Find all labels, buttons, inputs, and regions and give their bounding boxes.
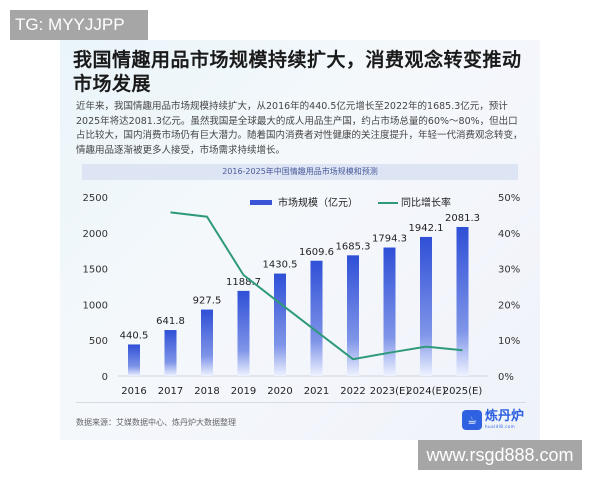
- right-tick-label: 0%: [498, 372, 514, 383]
- bar: [456, 226, 469, 376]
- x-tick-label: 2022: [340, 386, 365, 397]
- x-tick-label: 2017: [158, 386, 183, 397]
- bar-value-label: 1430.5: [263, 260, 298, 271]
- brand-logo: ☕ 炼丹炉 hualdl8.com: [462, 409, 524, 431]
- chart: 0 500 1000 1500 2000 2500 0% 10% 20% 30% 40% 50% 4…: [83, 193, 521, 397]
- bar: [310, 260, 323, 376]
- x-tick-label: 2023(E): [370, 386, 410, 397]
- x-tick-label: 2024(E): [406, 386, 446, 397]
- bar-value-label: 641.8: [156, 316, 185, 327]
- legend-bar-swatch: [250, 200, 272, 205]
- right-axis: 0% 10% 20% 30% 40% 50%: [498, 193, 520, 383]
- bar: [420, 236, 432, 376]
- bar-value-label: 2081.3: [445, 213, 480, 224]
- logo-name: 炼丹炉: [485, 409, 525, 424]
- bar-value-label: 1794.3: [372, 234, 407, 245]
- bar-value-label: 1609.6: [299, 247, 334, 258]
- left-axis: 0 500 1000 1500 2000 2500: [83, 193, 108, 383]
- left-tick-label: 2500: [83, 193, 108, 204]
- x-tick-label: 2018: [194, 386, 219, 397]
- left-tick-label: 0: [102, 372, 108, 383]
- bar: [383, 247, 396, 376]
- legend-line-label: 同比增长率: [401, 196, 451, 209]
- logo-url: hualdl8.com: [485, 424, 516, 429]
- footer-divider: [76, 402, 526, 403]
- right-tick-label: 10%: [498, 336, 520, 347]
- bar-value-label: 440.5: [120, 330, 149, 341]
- left-tick-label: 2000: [83, 229, 108, 240]
- growth-rate-line: [170, 211, 463, 361]
- legend: 市场规模（亿元） 同比增长率: [250, 196, 451, 209]
- legend-bar-label: 市场规模（亿元）: [278, 196, 358, 209]
- cauldron-icon: ☕: [462, 410, 482, 430]
- article-paragraph: 近年来，我国情趣用品市场规模持续扩大，从2016年的440.5亿元增长至2022…: [76, 101, 523, 156]
- bar: [164, 330, 177, 376]
- bar-value-label: 1942.1: [409, 223, 444, 234]
- left-tick-label: 500: [89, 336, 108, 347]
- bar-value-label: 927.5: [193, 296, 222, 307]
- x-tick-label: 2025(E): [443, 386, 483, 397]
- x-tick-label: 2020: [267, 386, 292, 397]
- left-tick-label: 1500: [83, 265, 108, 276]
- x-tick-label: 2021: [304, 386, 329, 397]
- article-title: 我国情趣用品市场规模持续扩大，消费观念转变推动市场发展: [73, 49, 522, 95]
- right-tick-label: 50%: [498, 193, 520, 204]
- bar: [201, 309, 213, 376]
- bar: [274, 273, 286, 376]
- bar-value-label: 1188.7: [226, 277, 261, 288]
- right-tick-label: 20%: [498, 300, 520, 311]
- chart-title-banner: 2016-2025年中国情趣用品市场规模和预测: [82, 164, 518, 180]
- data-source: 数据来源：艾媒数据中心、炼丹炉大数据整理: [76, 418, 236, 427]
- x-tick-label: 2019: [231, 386, 256, 397]
- bar: [128, 344, 140, 376]
- bar-value-label: 1685.3: [336, 241, 371, 252]
- bar: [347, 255, 359, 376]
- left-tick-label: 1000: [83, 300, 108, 311]
- x-tick-label: 2016: [121, 386, 146, 397]
- x-axis-labels: 2016 2017 2018 2019 2020 2021 2022 2023(E)2024(…: [121, 386, 482, 397]
- watermark-top: TG: MYYJJPP: [10, 10, 148, 40]
- right-tick-label: 30%: [498, 265, 520, 276]
- article-card: 我国情趣用品市场规模持续扩大，消费观念转变推动市场发展 近年来，我国情趣用品市场…: [60, 40, 540, 440]
- right-tick-label: 40%: [498, 229, 520, 240]
- watermark-bottom: www.rsgd888.com: [418, 440, 582, 470]
- bar-series: [128, 226, 469, 376]
- bar: [237, 290, 250, 376]
